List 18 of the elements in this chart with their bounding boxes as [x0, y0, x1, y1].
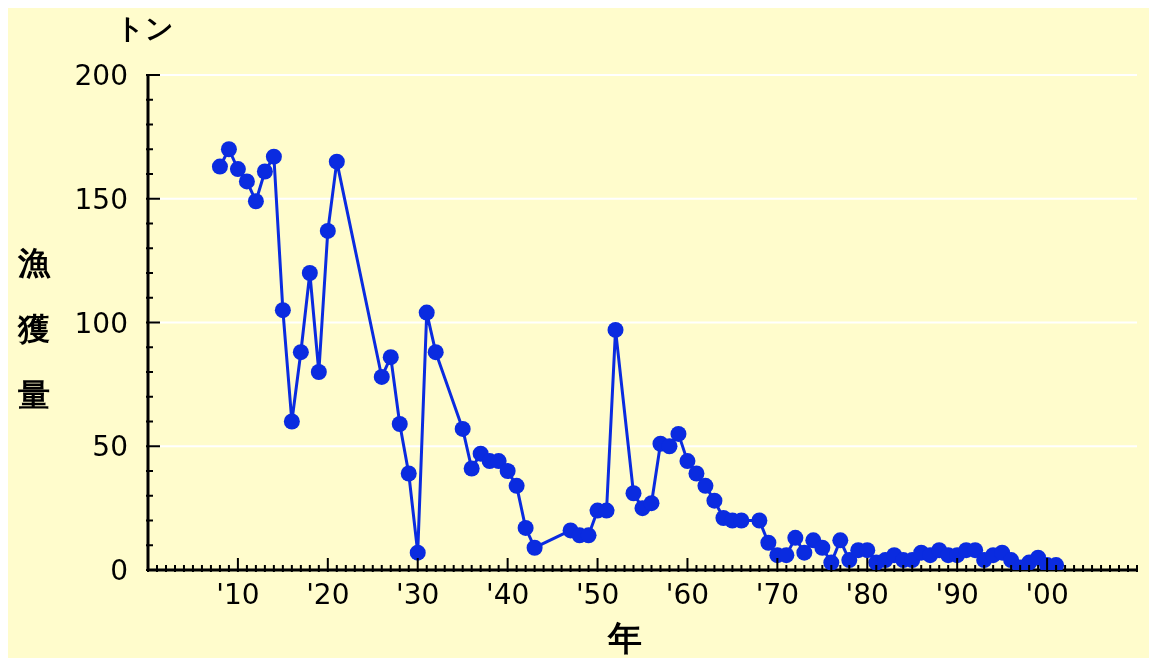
- y-tick-label: 200: [74, 59, 128, 92]
- x-tick-label: '10: [216, 578, 260, 611]
- y-tick-label: 0: [110, 554, 128, 587]
- x-tick-label: '00: [1025, 578, 1069, 611]
- y-tick-label: 50: [92, 430, 128, 464]
- x-tick-label: '80: [845, 578, 889, 611]
- x-tick-label: '90: [935, 578, 979, 611]
- x-tick-label: '40: [485, 578, 530, 611]
- x-tick-label: '50: [575, 578, 620, 611]
- y-axis-title: 漁獲量: [16, 243, 52, 416]
- y-tick-label: 100: [74, 306, 128, 340]
- x-tick-label: '30: [396, 578, 440, 611]
- text: トン: [116, 11, 174, 47]
- y-tick-label: 150: [74, 182, 128, 216]
- x-tick-label: '70: [755, 578, 800, 611]
- x-tick-label: '20: [306, 578, 350, 611]
- x-tick-label: '60: [665, 578, 710, 611]
- x-axis-title: 年: [608, 617, 642, 660]
